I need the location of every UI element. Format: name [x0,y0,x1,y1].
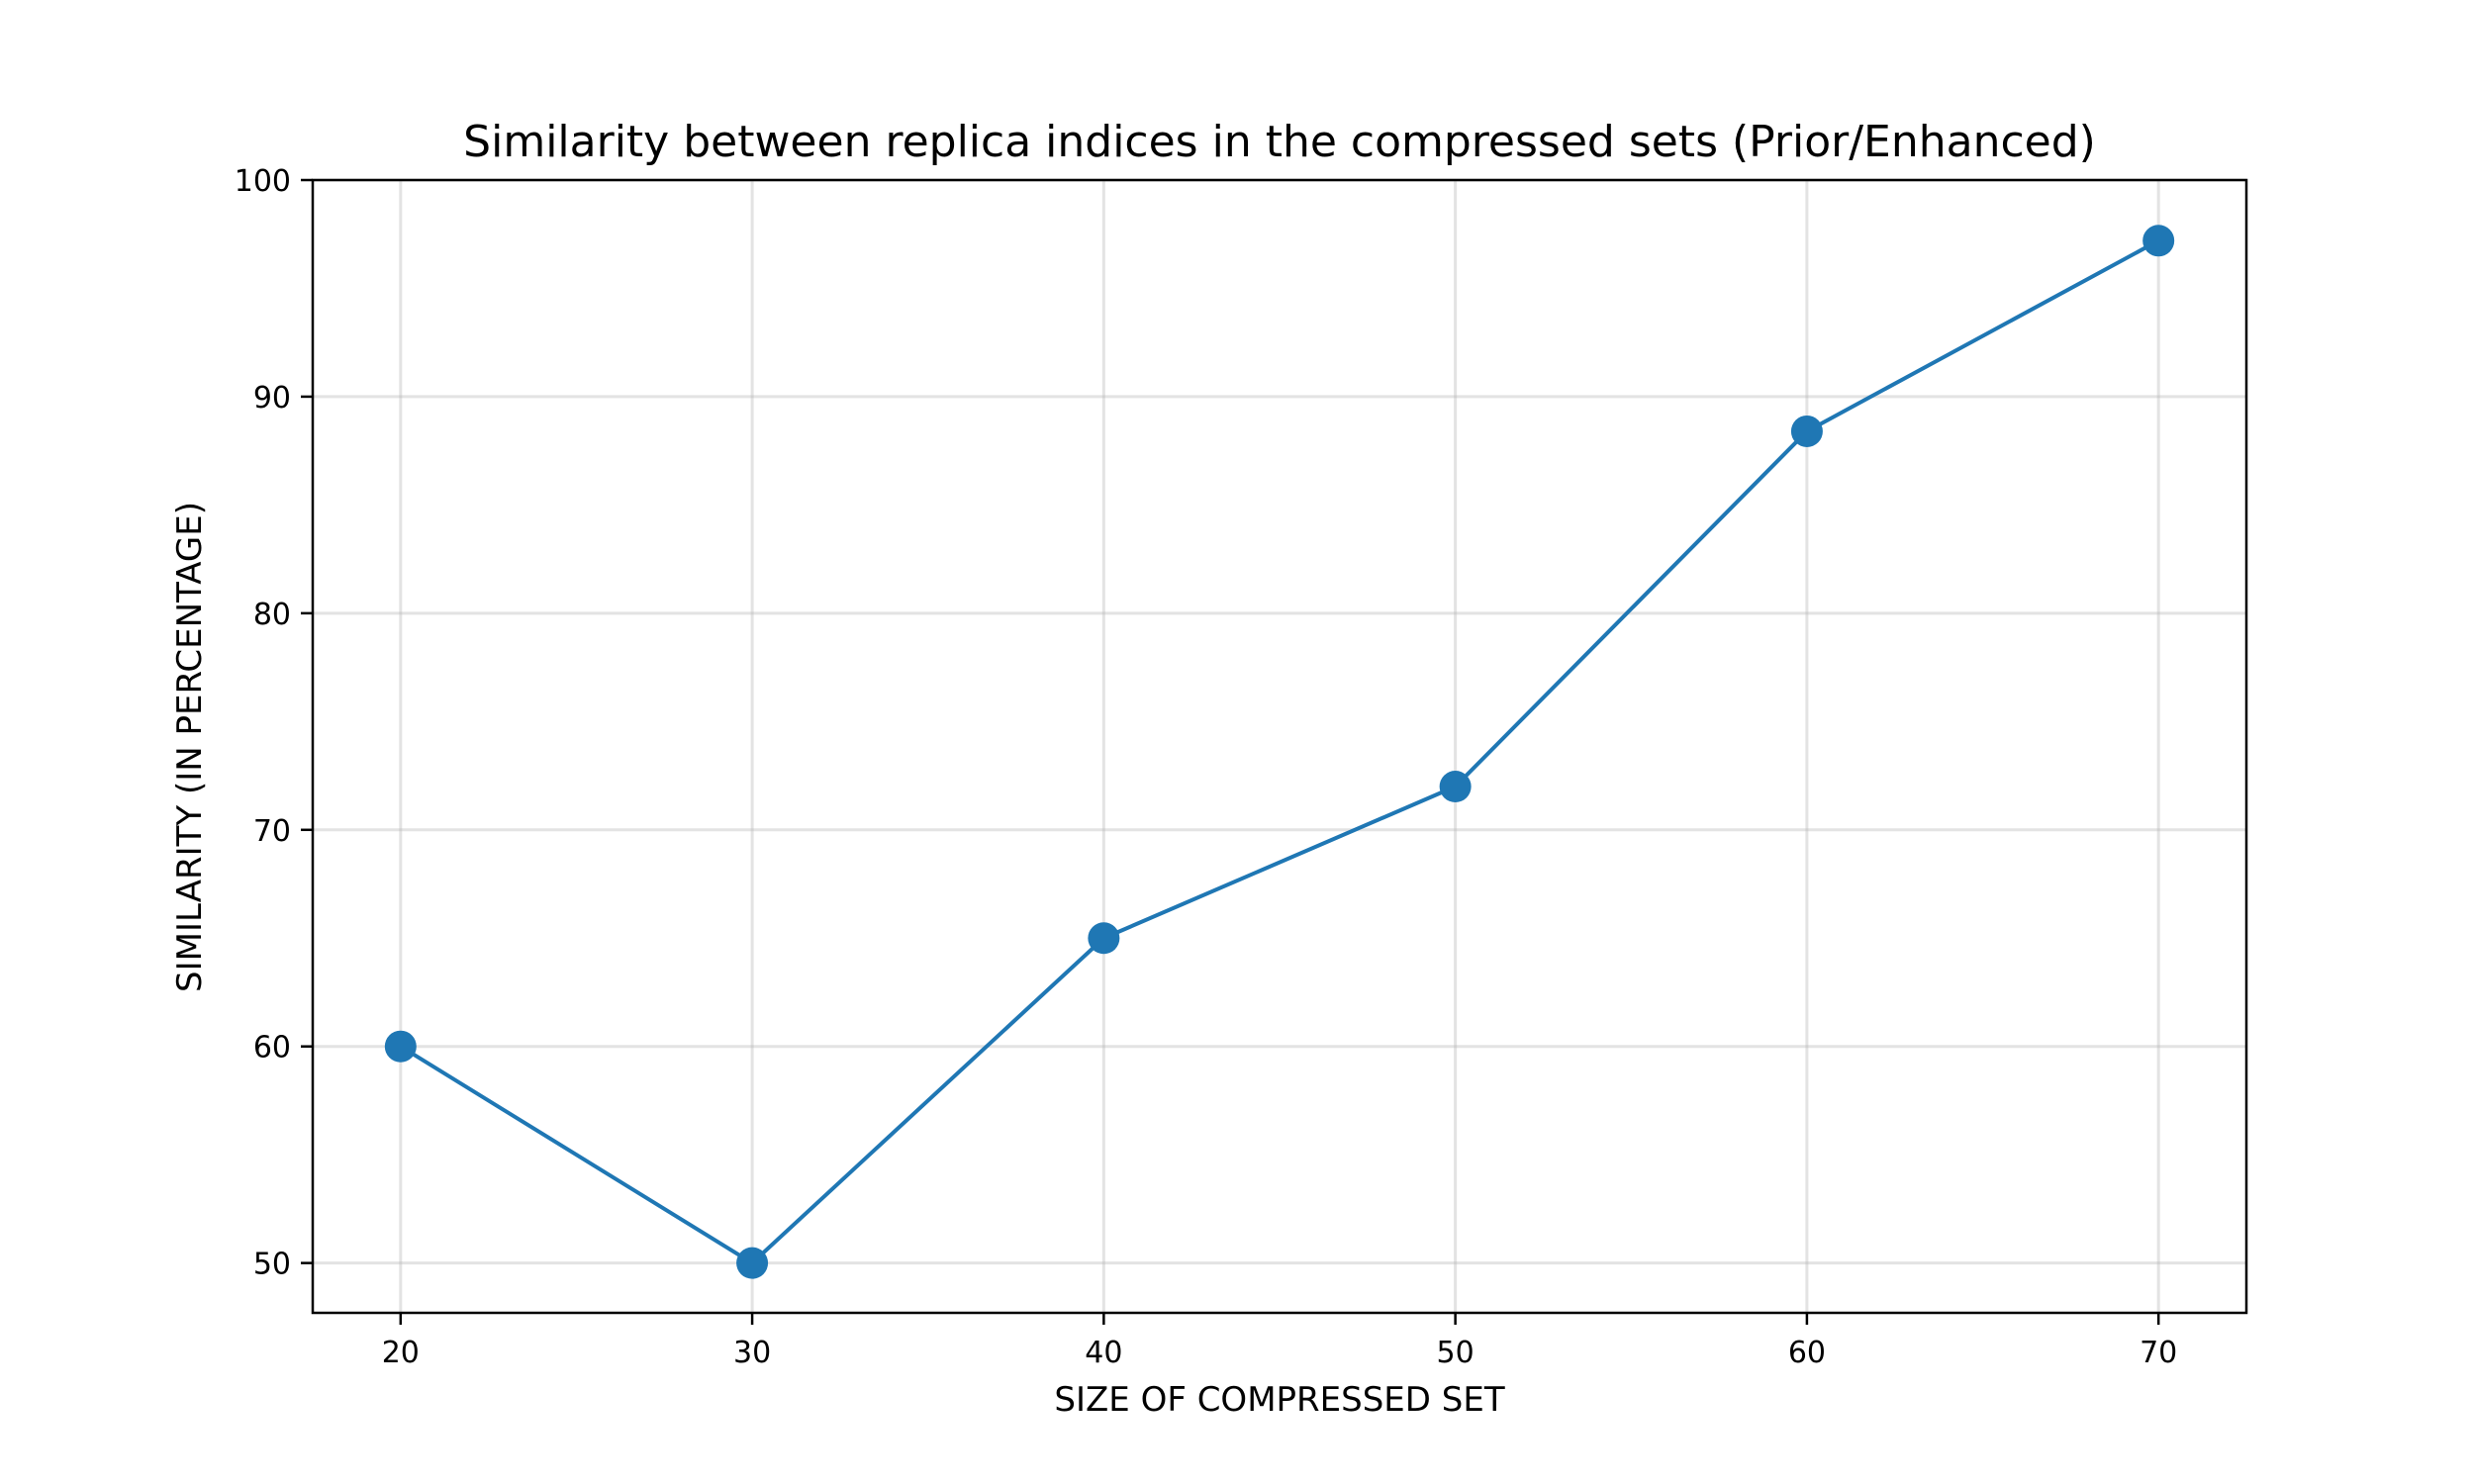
series-line [399,238,2160,1265]
data-point [2142,225,2175,257]
tick-layer: 20 30 40 50 60 70 50 60 70 80 90 100 [235,164,2178,1370]
x-tick-label: 40 [1085,1336,1122,1370]
y-tick-label: 50 [253,1248,291,1282]
y-axis-label: SIMILARITY (IN PERCENTAGE) [170,502,210,992]
data-point [1790,415,1823,447]
x-tick-label: 30 [733,1336,771,1370]
x-axis-label: SIZE OF COMPRESSED SET [1054,1380,1504,1420]
data-point [736,1247,769,1279]
x-tick-label: 60 [1788,1336,1826,1370]
x-tick-label: 20 [382,1336,420,1370]
data-point [384,1030,417,1063]
data-point [1088,922,1120,955]
series-layer [384,225,2175,1279]
y-tick-label: 60 [253,1031,291,1066]
data-point [1439,771,1472,803]
plot-frame [311,178,2248,1315]
chart-title: Similarity between replica indices in th… [463,117,2096,167]
y-tick-label: 80 [253,598,291,632]
y-tick-label: 100 [235,164,291,199]
x-tick-label: 50 [1437,1336,1475,1370]
x-tick-label: 70 [2140,1336,2177,1370]
y-tick-label: 70 [253,814,291,849]
y-tick-label: 90 [253,381,291,416]
